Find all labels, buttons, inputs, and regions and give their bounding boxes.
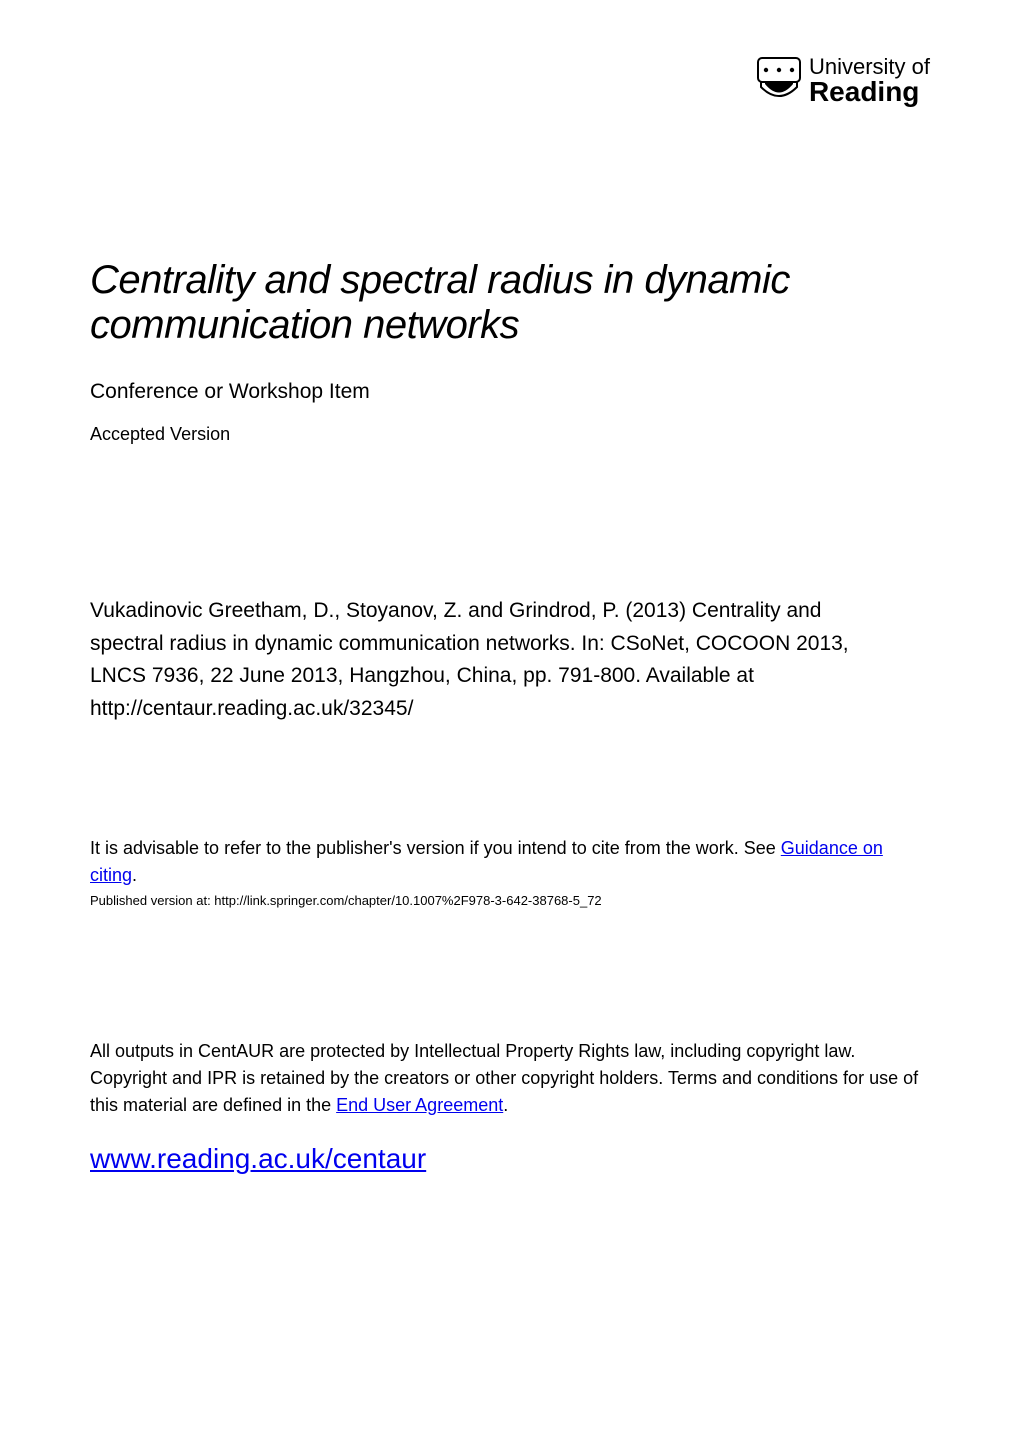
advisory-prefix: It is advisable to refer to the publishe… [90,838,781,858]
university-logo-text: University of Reading [809,56,930,106]
centaur-url: www.reading.ac.uk/centaur [90,1143,930,1175]
published-version-label: Published version at: [90,893,214,908]
title-line-2: communication networks [90,303,930,348]
logo-line1: University of [809,56,930,78]
title-line-1: Centrality and spectral radius in dynami… [90,258,930,303]
repository-cover-page: University of Reading Centrality and spe… [0,0,1020,1443]
published-version: Published version at: http://link.spring… [90,893,930,908]
advisory: It is advisable to refer to the publishe… [90,835,930,889]
document-title: Centrality and spectral radius in dynami… [90,258,930,348]
rights-suffix: . [503,1095,508,1115]
version-note: Accepted Version [90,424,930,445]
published-version-url: http://link.springer.com/chapter/10.1007… [214,893,601,908]
university-reading-logo-icon [757,57,801,105]
item-type: Conference or Workshop Item [90,380,930,404]
advisory-suffix: . [132,865,137,885]
end-user-agreement-link[interactable]: End User Agreement [336,1095,503,1115]
logo-line2: Reading [809,78,930,106]
citation: Vukadinovic Greetham, D., Stoyanov, Z. a… [90,595,870,725]
rights-statement: All outputs in CentAUR are protected by … [90,1038,930,1119]
university-logo: University of Reading [757,56,930,106]
centaur-link[interactable]: www.reading.ac.uk/centaur [90,1143,426,1174]
